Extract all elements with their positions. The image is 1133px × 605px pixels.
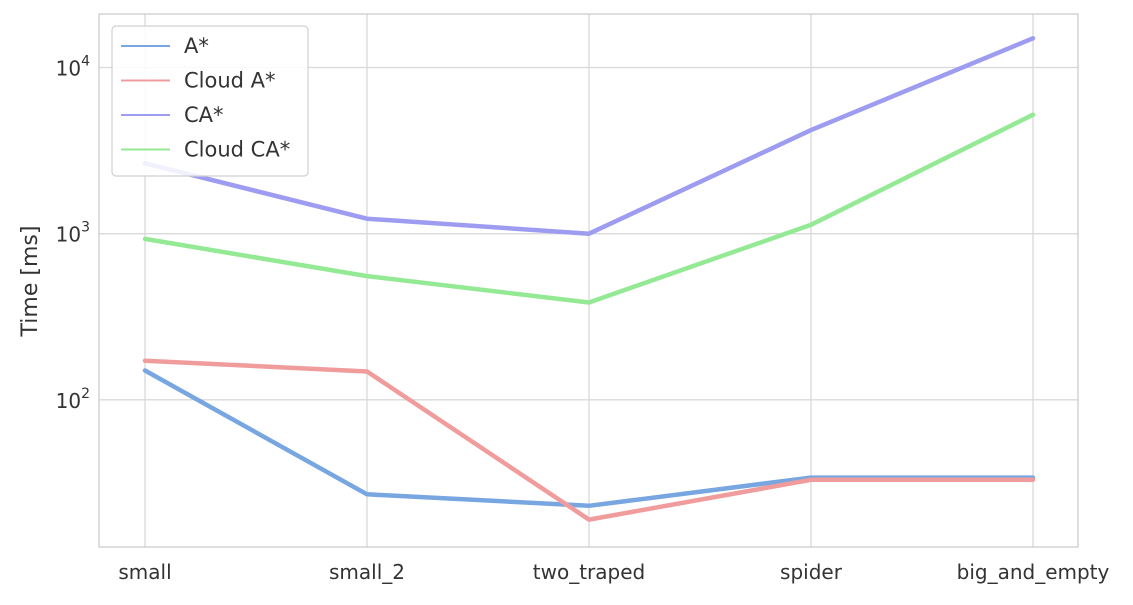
x-tick-label: two_traped — [533, 560, 645, 584]
y-axis-ticks: 102 103 104 — [56, 54, 90, 413]
series-line-cloud-a — [142, 358, 1036, 522]
y-axis-label: Time [ms] — [18, 226, 43, 338]
x-tick-label: small — [118, 560, 171, 584]
y-tick-label: 102 — [56, 386, 90, 413]
x-tick-label: spider — [780, 560, 843, 584]
y-tick-label: 103 — [56, 220, 90, 247]
plot-frame — [98, 13, 1079, 548]
legend-label: A* — [184, 34, 209, 58]
y-tick-label: 104 — [56, 54, 90, 81]
legend-label: CA* — [184, 103, 224, 127]
series-line-cloud-ca — [142, 112, 1036, 305]
series-layer — [142, 36, 1036, 522]
x-tick-label: big_and_empty — [957, 560, 1110, 584]
legend: A* Cloud A* CA* Cloud CA* — [111, 25, 309, 177]
x-axis-ticks: small small_2 two_traped spider big_and_empt… — [118, 560, 1109, 584]
legend-label: Cloud A* — [184, 69, 276, 93]
legend-label: Cloud CA* — [184, 138, 290, 162]
x-tick-label: small_2 — [329, 560, 405, 584]
legend-box — [111, 25, 309, 177]
series-line-ca — [142, 36, 1036, 236]
